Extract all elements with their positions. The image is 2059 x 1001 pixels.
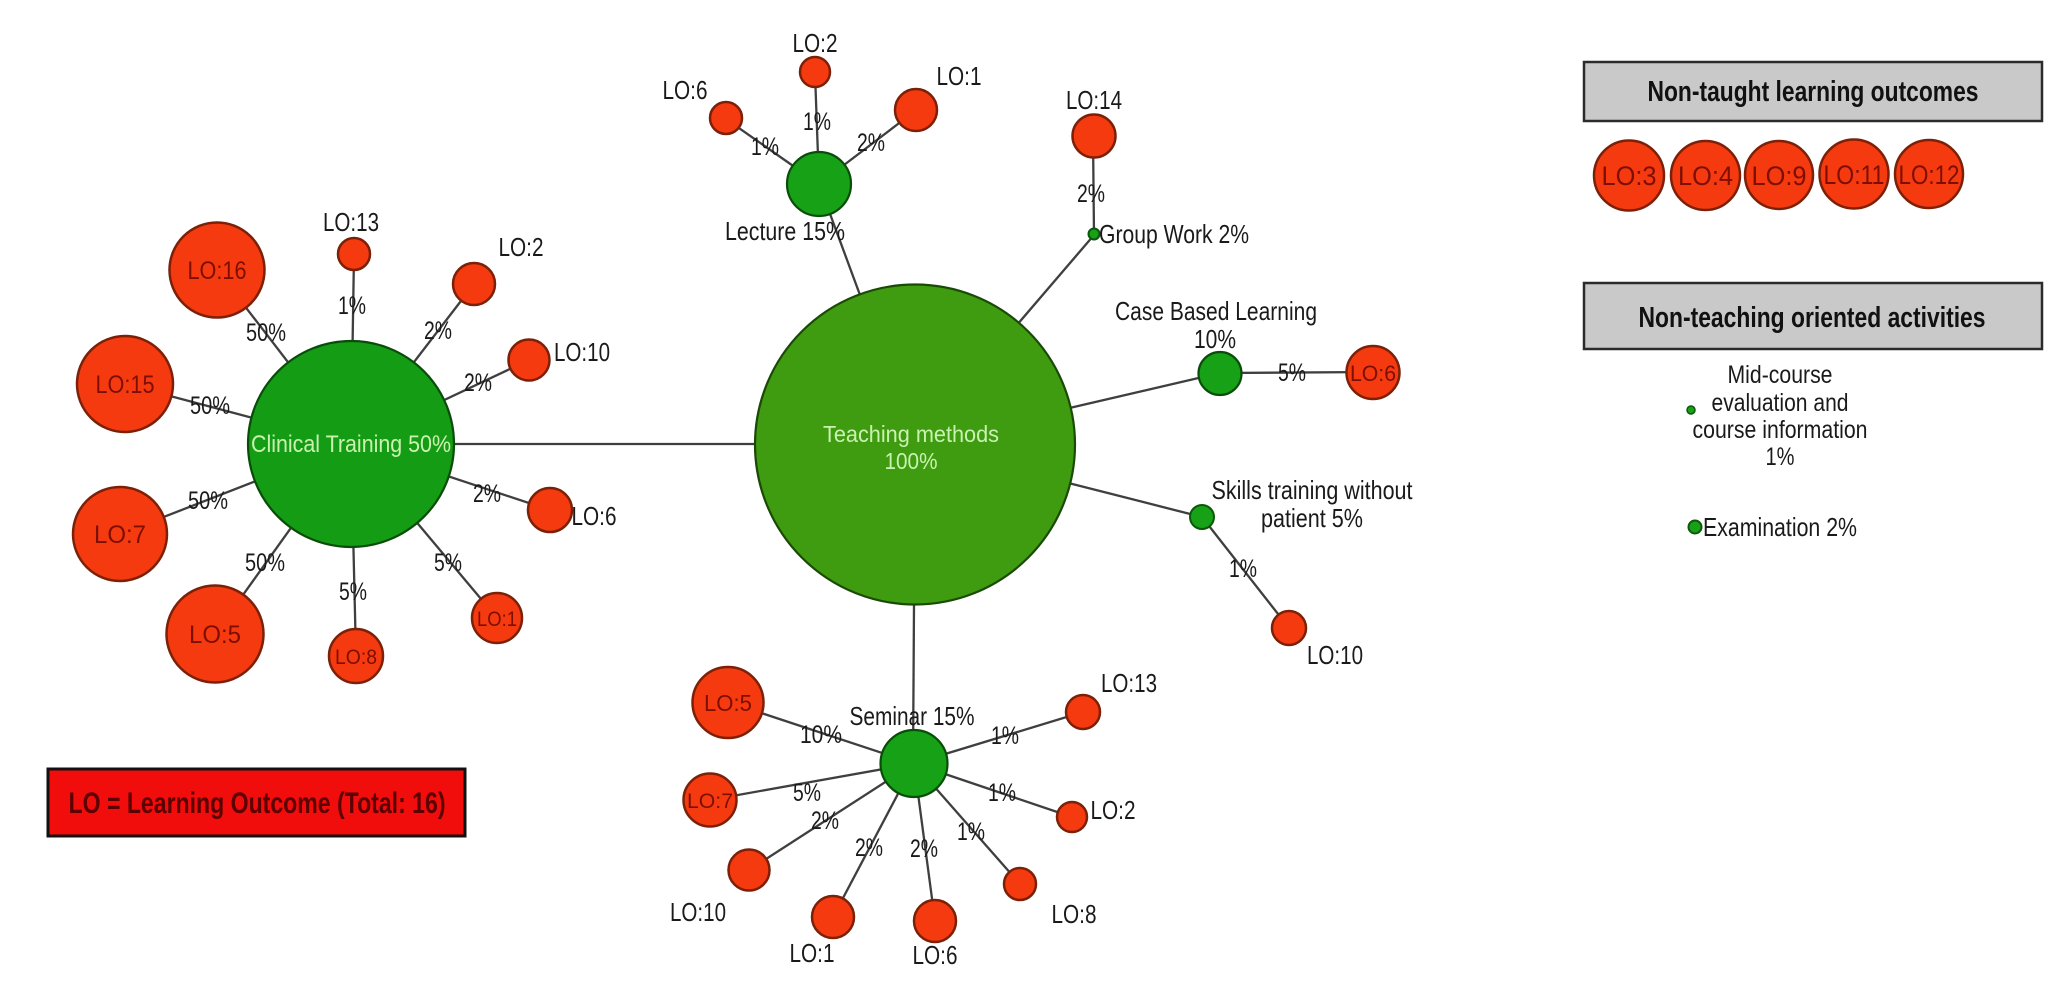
svg-text:Lecture 15%: Lecture 15%	[725, 216, 845, 246]
svg-text:2%: 2%	[473, 480, 501, 508]
svg-text:Group Work 2%: Group Work 2%	[1099, 219, 1249, 249]
svg-text:LO:7: LO:7	[687, 790, 733, 813]
svg-text:Skills training without: Skills training without	[1212, 475, 1414, 505]
svg-text:LO:8: LO:8	[335, 646, 377, 669]
svg-text:LO:7: LO:7	[94, 521, 146, 549]
svg-text:Teaching methods: Teaching methods	[823, 421, 999, 447]
svg-text:2%: 2%	[464, 369, 492, 397]
svg-text:LO:1: LO:1	[937, 61, 982, 91]
svg-text:LO:9: LO:9	[1752, 161, 1807, 191]
svg-text:LO:15: LO:15	[96, 371, 155, 399]
svg-text:LO:13: LO:13	[1101, 668, 1157, 698]
svg-text:LO:11: LO:11	[1824, 160, 1885, 190]
svg-text:100%: 100%	[885, 448, 938, 474]
svg-text:LO:5: LO:5	[189, 621, 241, 649]
svg-text:LO:5: LO:5	[704, 690, 752, 716]
svg-text:50%: 50%	[246, 319, 286, 347]
svg-text:Examination 2%: Examination 2%	[1703, 512, 1857, 542]
svg-text:50%: 50%	[245, 549, 285, 577]
svg-text:Mid-course: Mid-course	[1728, 361, 1833, 389]
svg-text:LO:3: LO:3	[1602, 161, 1657, 191]
svg-text:10%: 10%	[1194, 324, 1236, 354]
svg-text:1%: 1%	[988, 779, 1016, 807]
svg-text:LO:4: LO:4	[1678, 161, 1733, 191]
svg-text:5%: 5%	[339, 578, 367, 606]
svg-text:LO:14: LO:14	[1066, 85, 1122, 115]
svg-text:10%: 10%	[800, 721, 842, 749]
svg-text:5%: 5%	[434, 549, 462, 577]
svg-text:1%: 1%	[803, 108, 831, 136]
svg-text:evaluation and: evaluation and	[1712, 389, 1849, 417]
svg-text:LO = Learning Outcome (Total:: LO = Learning Outcome (Total: 16)	[69, 787, 446, 820]
svg-text:Non-teaching oriented activiti: Non-teaching oriented activities	[1639, 302, 1986, 334]
svg-text:2%: 2%	[910, 835, 938, 863]
svg-text:2%: 2%	[424, 317, 452, 345]
svg-text:2%: 2%	[855, 834, 883, 862]
svg-text:LO:2: LO:2	[499, 232, 544, 262]
svg-text:LO:6: LO:6	[1350, 361, 1396, 386]
svg-text:2%: 2%	[857, 129, 885, 157]
svg-text:50%: 50%	[190, 392, 230, 420]
svg-text:LO:10: LO:10	[554, 337, 610, 367]
svg-text:LO:2: LO:2	[1091, 795, 1136, 825]
svg-text:1%: 1%	[1766, 443, 1795, 471]
svg-text:Case Based Learning: Case Based Learning	[1115, 296, 1317, 326]
svg-text:2%: 2%	[1077, 180, 1105, 208]
svg-text:LO:12: LO:12	[1899, 160, 1960, 190]
svg-text:1%: 1%	[338, 292, 366, 320]
svg-text:5%: 5%	[1278, 359, 1306, 387]
svg-text:2%: 2%	[811, 807, 839, 835]
svg-text:LO:13: LO:13	[323, 207, 379, 237]
svg-text:LO:6: LO:6	[572, 501, 617, 531]
svg-text:LO:2: LO:2	[793, 28, 838, 58]
svg-text:1%: 1%	[1229, 555, 1257, 583]
svg-text:Non-taught learning outcomes: Non-taught learning outcomes	[1648, 76, 1979, 108]
svg-text:1%: 1%	[957, 818, 985, 846]
svg-text:LO:10: LO:10	[1307, 640, 1363, 670]
svg-text:LO:1: LO:1	[477, 608, 517, 631]
svg-text:5%: 5%	[793, 779, 821, 807]
svg-text:LO:6: LO:6	[663, 75, 708, 105]
svg-text:LO:10: LO:10	[670, 897, 726, 927]
svg-text:LO:1: LO:1	[790, 938, 835, 968]
svg-text:course information: course information	[1693, 416, 1868, 444]
svg-text:LO:8: LO:8	[1052, 899, 1097, 929]
svg-text:50%: 50%	[188, 487, 228, 515]
svg-text:LO:6: LO:6	[913, 940, 958, 970]
svg-text:Seminar 15%: Seminar 15%	[850, 701, 975, 731]
svg-text:patient 5%: patient 5%	[1261, 503, 1363, 533]
svg-text:1%: 1%	[751, 133, 779, 161]
svg-text:LO:16: LO:16	[188, 257, 247, 285]
svg-text:1%: 1%	[991, 722, 1019, 750]
svg-text:Clinical Training 50%: Clinical Training 50%	[251, 431, 451, 458]
